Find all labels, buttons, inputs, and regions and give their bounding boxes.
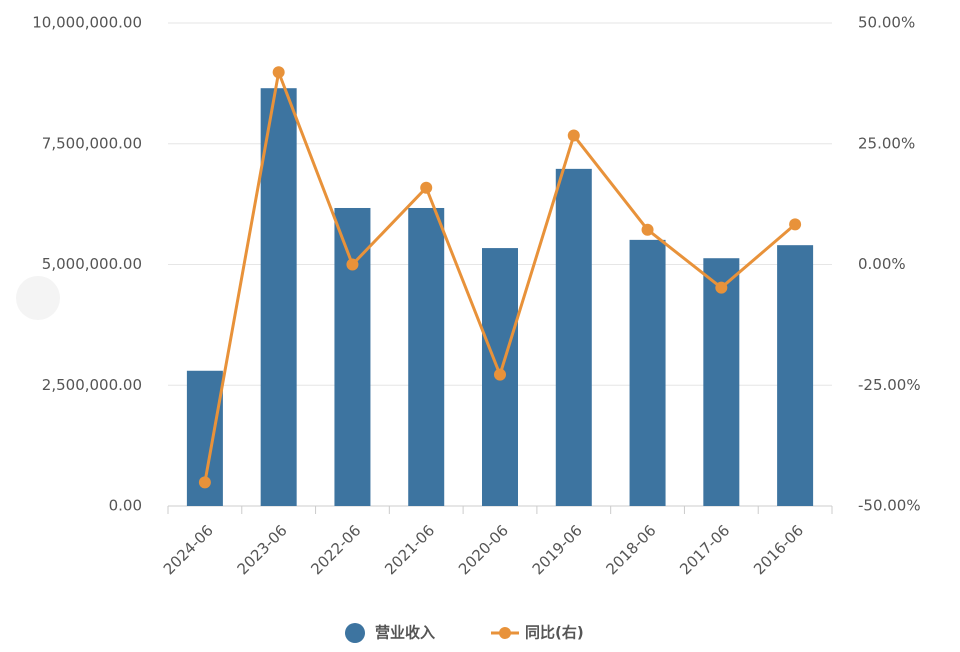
legend-label: 营业收入 [375, 624, 435, 642]
y2-tick-label: 0.00% [858, 255, 906, 273]
x-tick-label: 2023-06 [234, 521, 291, 578]
bar [777, 245, 814, 506]
point [789, 218, 802, 231]
y2-tick-label: -50.00% [858, 497, 921, 515]
point [567, 129, 580, 142]
x-tick-label: 2019-06 [529, 521, 586, 578]
point [346, 258, 359, 271]
x-tick-label: 2024-06 [160, 521, 217, 578]
bar [260, 88, 297, 506]
legend-marker [345, 623, 365, 643]
bar [629, 239, 666, 506]
x-tick-label: 2018-06 [603, 521, 660, 578]
bar [408, 207, 445, 506]
y-tick-label: 7,500,000.00 [42, 134, 142, 152]
y2-tick-label: 50.00% [858, 14, 915, 32]
x-tick-label: 2022-06 [307, 521, 364, 578]
x-tick-label: 2020-06 [455, 521, 512, 578]
point [641, 223, 654, 236]
legend-label: 同比(右) [525, 624, 584, 642]
x-tick-label: 2017-06 [676, 521, 733, 578]
y2-tick-label: -25.00% [858, 376, 921, 394]
y-tick-label: 5,000,000.00 [42, 255, 142, 273]
x-tick-label: 2021-06 [381, 521, 438, 578]
x-tick-label: 2016-06 [750, 521, 807, 578]
y-tick-label: 10,000,000.00 [32, 14, 142, 32]
point [198, 476, 211, 489]
bar [703, 258, 740, 506]
y2-tick-label: 25.00% [858, 134, 915, 152]
bar [334, 207, 371, 506]
y-tick-label: 0.00 [109, 497, 142, 515]
point [272, 66, 285, 79]
bar [555, 168, 592, 506]
point [715, 281, 728, 294]
legend-marker [499, 627, 511, 639]
point [494, 368, 506, 381]
point [420, 181, 433, 194]
y-tick-label: 2,500,000.00 [42, 376, 142, 394]
decoration [16, 276, 60, 320]
